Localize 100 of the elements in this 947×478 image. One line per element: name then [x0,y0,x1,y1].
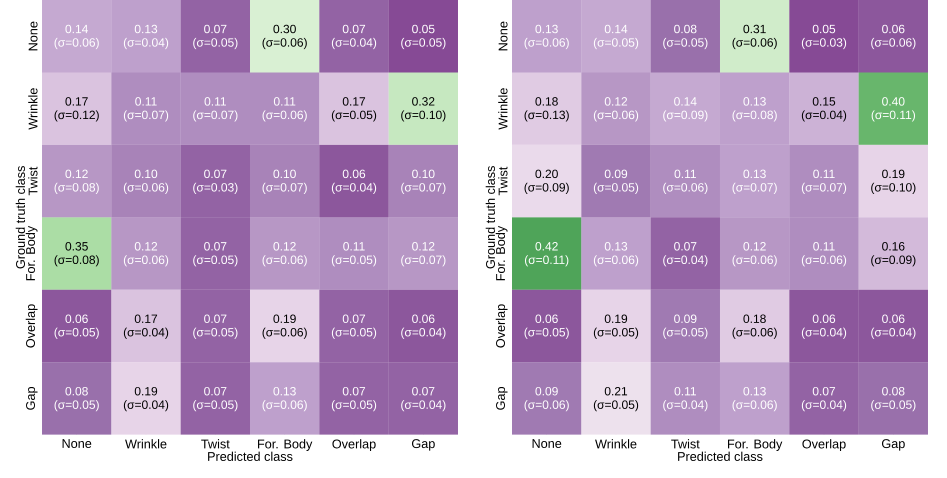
data-label: 0.32 [412,97,434,106]
annotation: (σ=0.05) [401,38,446,50]
data-label: 0.16 [882,242,904,251]
data-label: 0.18 [535,97,558,106]
data-label: 0.14 [604,24,628,34]
annotation: (σ=0.12) [54,110,99,122]
data-label: 0.07 [812,386,836,396]
x-tick-label: Overlap [802,439,846,451]
data-label: 0.42 [535,242,558,251]
annotation: (σ=0.05) [193,400,238,412]
annotation: (σ=0.07) [401,182,446,194]
annotation: (σ=0.05) [332,255,376,266]
data-label: 0.40 [882,97,905,106]
data-label: 0.19 [604,314,628,324]
x-axis-title: Predicted class [678,452,762,461]
y-tick-label: Twist [28,166,38,196]
annotation: (σ=0.07) [401,255,446,266]
data-label: 0.35 [65,242,88,251]
annotation: (σ=0.05) [193,38,238,50]
y-tick-label: None [498,22,508,50]
annotation: (σ=0.06) [871,38,916,50]
data-label: 0.06 [535,314,558,324]
data-label: 0.11 [813,242,835,251]
data-label: 0.08 [65,386,88,396]
annotation: (σ=0.06) [262,38,307,50]
annotation: (σ=0.06) [124,255,168,266]
data-label: 0.11 [204,97,226,106]
annotation: (σ=0.05) [663,38,708,50]
annotation: (σ=0.07) [732,182,777,194]
data-label: 0.06 [812,314,836,324]
x-tick-label: Twist [201,439,230,448]
annotation: (σ=0.05) [54,328,99,339]
annotation: (σ=0.04) [332,182,376,194]
annotation: (σ=0.06) [732,38,777,50]
annotation: (σ=0.04) [332,38,376,50]
annotation: (σ=0.06) [124,182,168,194]
annotation: (σ=0.05) [594,400,638,412]
data-label: 0.07 [204,386,226,396]
data-label: 0.18 [743,314,766,324]
annotation: (σ=0.09) [871,255,916,266]
data-label: 0.07 [342,24,366,34]
y-tick-label: Overlap [26,304,38,348]
data-label: 0.13 [535,24,558,34]
annotation: (σ=0.04) [124,400,168,412]
annotation: (σ=0.11) [872,110,916,122]
data-label: 0.12 [134,242,158,251]
annotation: (σ=0.04) [401,328,446,339]
annotation: (σ=0.05) [871,400,916,412]
annotation: (σ=0.05) [524,328,569,339]
annotation: (σ=0.07) [124,110,168,122]
data-label: 0.07 [674,242,696,251]
data-label: 0.17 [65,97,88,106]
data-label: 0.08 [882,386,904,396]
data-label: 0.13 [743,97,766,106]
data-label: 0.14 [674,97,697,106]
annotation: (σ=0.13) [524,110,569,122]
data-label: 0.12 [412,242,434,251]
x-tick-label: For. Body [728,439,782,451]
annotation: (σ=0.08) [732,110,777,122]
x-tick-label: For. Body [258,439,312,451]
data-label: 0.07 [412,386,434,396]
annotation: (σ=0.05) [54,400,99,412]
annotation: (σ=0.05) [594,38,638,50]
annotation: (σ=0.06) [732,255,777,266]
data-label: 0.09 [674,314,696,324]
annotation: (σ=0.07) [262,182,307,194]
data-label: 0.07 [204,242,226,251]
data-label: 0.10 [412,170,435,178]
data-label: 0.31 [743,24,766,34]
data-label: 0.08 [674,24,696,34]
annotation: (σ=0.04) [871,328,916,339]
data-label: 0.11 [135,97,157,106]
data-label: 0.12 [604,97,628,106]
data-label: 0.11 [274,97,296,106]
data-label: 0.05 [412,24,434,34]
annotation: (σ=0.05) [594,182,638,194]
annotation: (σ=0.08) [54,255,99,266]
data-label: 0.07 [342,386,366,396]
data-label: 0.13 [273,386,296,396]
x-tick-label: Wrinkle [595,439,636,448]
y-tick-label: For. Body [496,226,508,280]
data-label: 0.17 [342,97,366,106]
data-label: 0.15 [812,97,836,106]
y-tick-label: None [28,22,38,50]
annotation: (σ=0.10) [401,110,446,122]
annotation: (σ=0.06) [262,255,307,266]
x-tick-label: Wrinkle [125,439,166,448]
annotation: (σ=0.07) [802,182,846,194]
x-tick-label: Overlap [332,439,376,451]
y-axis-title: Ground truth class [16,166,26,268]
annotation: (σ=0.06) [594,255,638,266]
annotation: (σ=0.06) [262,110,307,122]
annotation: (σ=0.03) [193,182,238,194]
y-axis-title: Ground truth class [486,166,495,268]
annotation: (σ=0.05) [332,328,376,339]
annotation: (σ=0.04) [802,328,846,339]
y-tick-label: Overlap [496,304,508,348]
data-label: 0.11 [674,170,696,178]
annotation: (σ=0.08) [54,182,99,194]
y-tick-label: Wrinkle [498,88,508,130]
